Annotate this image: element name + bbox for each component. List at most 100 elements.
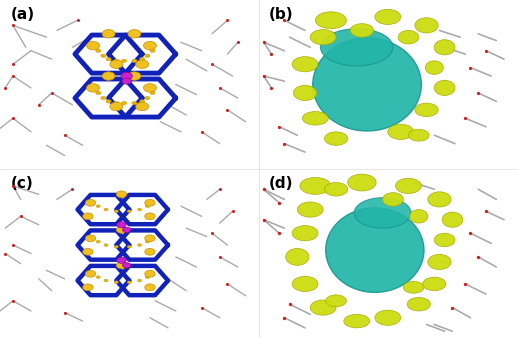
Circle shape — [85, 270, 96, 277]
Circle shape — [123, 227, 131, 233]
Circle shape — [121, 101, 127, 105]
Ellipse shape — [325, 183, 347, 196]
Circle shape — [83, 284, 93, 291]
Ellipse shape — [326, 295, 346, 307]
Circle shape — [135, 102, 149, 111]
Circle shape — [101, 96, 106, 100]
Circle shape — [145, 270, 155, 277]
Circle shape — [128, 72, 141, 80]
Ellipse shape — [292, 276, 318, 291]
Circle shape — [102, 72, 115, 80]
Circle shape — [114, 59, 119, 63]
Circle shape — [145, 284, 155, 291]
Ellipse shape — [325, 132, 347, 145]
Ellipse shape — [408, 129, 429, 141]
Ellipse shape — [344, 314, 370, 328]
Ellipse shape — [409, 210, 428, 223]
Circle shape — [86, 41, 99, 50]
Ellipse shape — [403, 281, 424, 293]
Circle shape — [101, 54, 106, 57]
Circle shape — [96, 91, 101, 95]
Circle shape — [117, 222, 126, 228]
Circle shape — [116, 226, 127, 233]
Circle shape — [104, 208, 108, 211]
Ellipse shape — [415, 18, 438, 33]
Ellipse shape — [398, 30, 419, 44]
Circle shape — [145, 205, 149, 208]
Circle shape — [96, 205, 100, 208]
Circle shape — [140, 100, 145, 103]
Circle shape — [128, 29, 141, 38]
Ellipse shape — [383, 193, 403, 206]
Circle shape — [114, 281, 118, 284]
Ellipse shape — [300, 177, 331, 194]
Circle shape — [138, 244, 142, 246]
Ellipse shape — [434, 233, 455, 247]
Circle shape — [143, 84, 156, 92]
Circle shape — [85, 235, 96, 242]
Ellipse shape — [423, 277, 446, 291]
Circle shape — [83, 213, 93, 220]
Circle shape — [145, 213, 155, 220]
Ellipse shape — [294, 86, 316, 101]
Ellipse shape — [347, 174, 376, 191]
Circle shape — [85, 199, 96, 206]
Circle shape — [138, 208, 142, 211]
Circle shape — [123, 263, 131, 268]
Circle shape — [121, 72, 132, 80]
Ellipse shape — [375, 310, 401, 325]
Circle shape — [121, 59, 127, 63]
Circle shape — [116, 262, 127, 269]
Circle shape — [86, 84, 99, 92]
Circle shape — [96, 49, 101, 52]
Circle shape — [145, 96, 150, 100]
Circle shape — [150, 91, 155, 95]
Circle shape — [145, 199, 155, 206]
Ellipse shape — [354, 198, 411, 228]
Ellipse shape — [396, 178, 421, 193]
Circle shape — [127, 281, 131, 284]
Text: (a): (a) — [10, 7, 35, 22]
Ellipse shape — [428, 254, 451, 270]
Circle shape — [96, 240, 100, 243]
Ellipse shape — [428, 192, 451, 207]
Circle shape — [132, 59, 137, 63]
Circle shape — [122, 78, 131, 84]
Circle shape — [132, 101, 137, 105]
Ellipse shape — [375, 9, 401, 25]
Ellipse shape — [285, 248, 309, 265]
Ellipse shape — [388, 124, 414, 139]
Ellipse shape — [350, 24, 373, 37]
Circle shape — [110, 60, 123, 69]
Circle shape — [140, 57, 145, 61]
Text: (c): (c) — [10, 176, 33, 191]
Ellipse shape — [315, 12, 346, 29]
Circle shape — [116, 191, 127, 198]
Circle shape — [114, 210, 118, 213]
Circle shape — [127, 210, 131, 213]
Circle shape — [83, 248, 93, 255]
Circle shape — [114, 101, 119, 105]
Circle shape — [96, 276, 100, 279]
Ellipse shape — [292, 226, 318, 241]
Circle shape — [117, 257, 126, 263]
Ellipse shape — [297, 202, 323, 217]
Ellipse shape — [321, 29, 393, 66]
Ellipse shape — [292, 57, 318, 72]
Circle shape — [150, 49, 155, 52]
Ellipse shape — [434, 40, 455, 55]
Ellipse shape — [310, 300, 336, 315]
Circle shape — [138, 279, 142, 282]
Circle shape — [102, 29, 115, 38]
Circle shape — [106, 100, 111, 103]
Ellipse shape — [415, 103, 438, 117]
Circle shape — [135, 60, 149, 69]
Circle shape — [110, 102, 123, 111]
Text: (b): (b) — [269, 7, 294, 22]
Circle shape — [145, 235, 155, 242]
Circle shape — [145, 248, 155, 255]
Circle shape — [143, 41, 156, 50]
Ellipse shape — [434, 80, 455, 95]
Circle shape — [114, 245, 118, 248]
Circle shape — [127, 245, 131, 248]
